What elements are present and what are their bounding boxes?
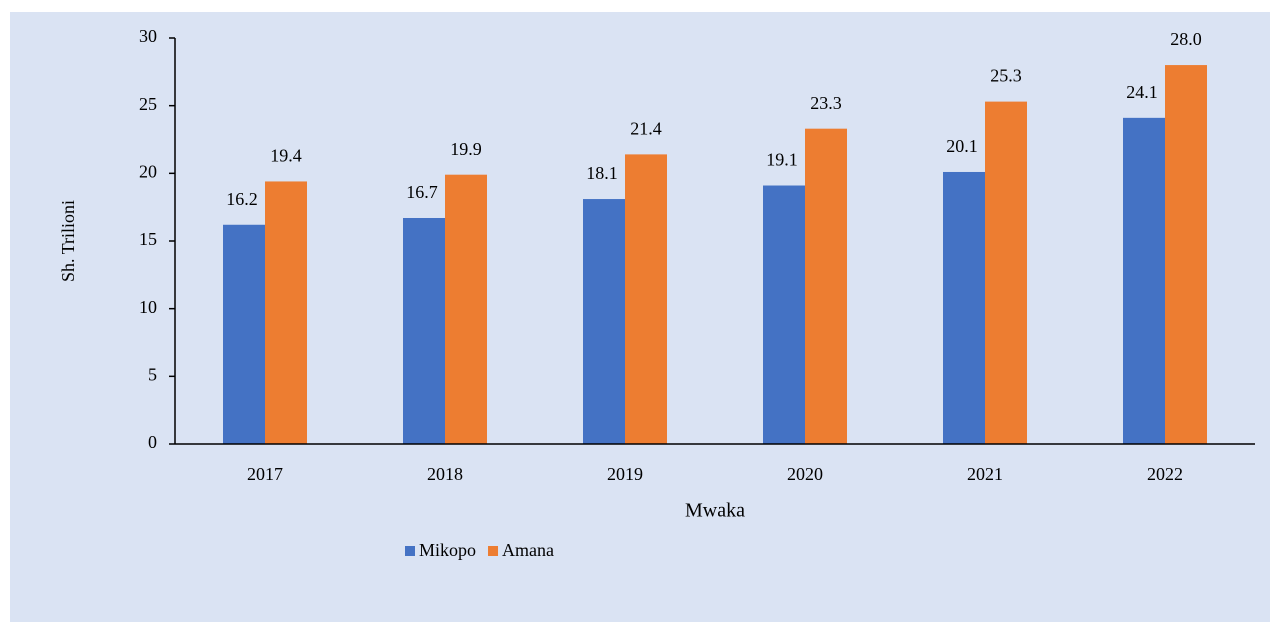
- bar: [943, 171, 985, 445]
- bar: [583, 199, 625, 444]
- bar: [223, 224, 265, 444]
- y-tick-label: 15: [139, 229, 157, 249]
- data-label: 25.3: [990, 66, 1022, 86]
- data-label: 19.9: [450, 139, 482, 159]
- x-tick-label: 2018: [427, 464, 463, 484]
- x-tick-label: 2019: [607, 464, 643, 484]
- legend-swatch: [488, 546, 499, 556]
- x-tick-label: 2022: [1147, 464, 1183, 484]
- legend-swatch: [405, 546, 415, 556]
- legend-label: Mikopo: [419, 540, 476, 560]
- y-tick-label: 0: [148, 432, 157, 452]
- data-label: 20.1: [946, 136, 978, 156]
- x-tick-label: 2020: [787, 464, 823, 484]
- data-label: 28.0: [1170, 29, 1202, 49]
- data-label: 23.3: [810, 93, 842, 113]
- data-label: 19.1: [766, 150, 798, 170]
- data-label: 18.1: [586, 163, 618, 183]
- y-axis-label: Sh. Trilioni: [58, 200, 78, 282]
- x-tick-label: 2021: [967, 464, 1003, 484]
- x-tick-label: 2017: [247, 464, 283, 484]
- data-label: 19.4: [270, 146, 302, 166]
- y-tick-label: 25: [139, 94, 157, 114]
- data-label: 21.4: [630, 119, 662, 139]
- bar: [265, 181, 307, 444]
- data-label: 24.1: [1126, 82, 1158, 102]
- data-label: 16.2: [226, 189, 258, 209]
- data-label: 16.7: [406, 182, 438, 202]
- bar: [763, 185, 805, 444]
- x-axis-label: Mwaka: [685, 500, 745, 522]
- bar: [445, 174, 487, 445]
- y-tick-label: 20: [139, 161, 157, 181]
- bar: [1123, 117, 1165, 444]
- y-tick-label: 5: [148, 364, 157, 384]
- y-tick-label: 10: [139, 297, 157, 317]
- bar: [985, 101, 1027, 445]
- bar: [403, 217, 445, 444]
- bar: [1165, 65, 1207, 445]
- y-tick-label: 30: [139, 26, 157, 46]
- bar: [805, 128, 847, 444]
- legend-label: Amana: [502, 540, 554, 560]
- bar: [625, 154, 667, 445]
